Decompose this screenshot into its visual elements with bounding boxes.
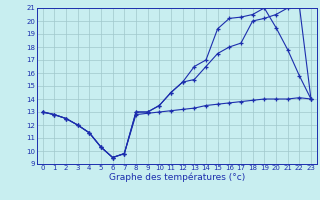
X-axis label: Graphe des températures (°c): Graphe des températures (°c) [109, 173, 245, 182]
